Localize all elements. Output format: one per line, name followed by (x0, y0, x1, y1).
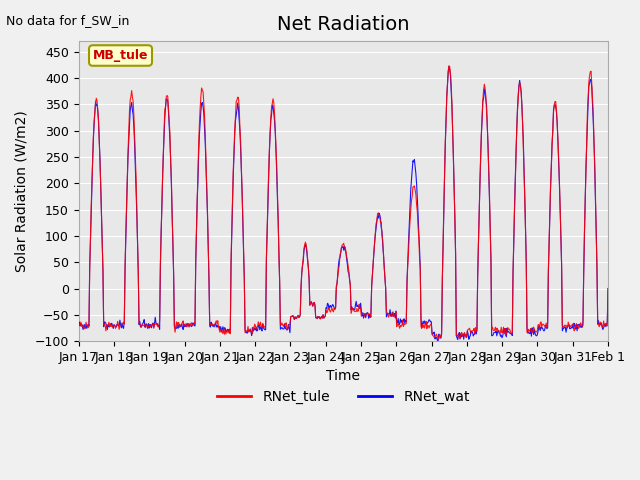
X-axis label: Time: Time (326, 370, 360, 384)
Title: Net Radiation: Net Radiation (277, 15, 410, 34)
Text: No data for f_SW_in: No data for f_SW_in (6, 14, 130, 27)
Text: MB_tule: MB_tule (93, 49, 148, 62)
Y-axis label: Solar Radiation (W/m2): Solar Radiation (W/m2) (15, 110, 29, 272)
Legend: RNet_tule, RNet_wat: RNet_tule, RNet_wat (211, 384, 476, 409)
